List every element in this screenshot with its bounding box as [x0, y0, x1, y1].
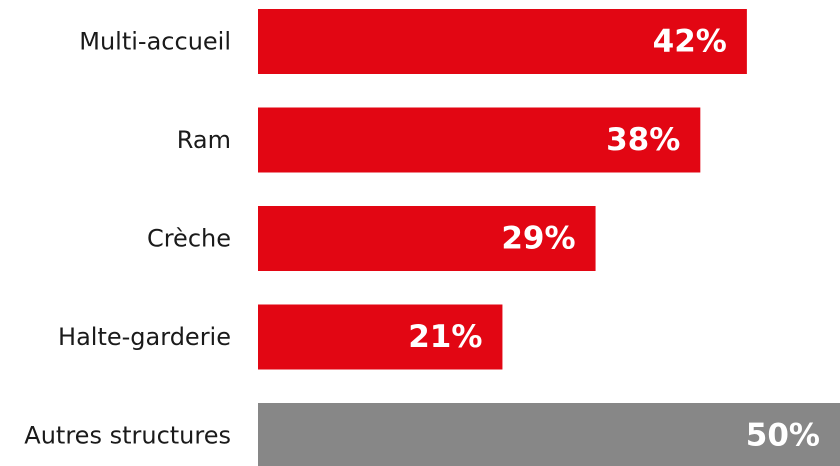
category-label: Halte-garderie: [58, 323, 231, 351]
category-label: Multi-accueil: [79, 28, 231, 56]
bar-0: [258, 9, 747, 74]
value-label: 38%: [606, 122, 680, 158]
bar-1: [258, 107, 701, 173]
value-label: 50%: [746, 418, 820, 454]
bar-4: [258, 403, 840, 466]
category-label: Autres structures: [24, 422, 231, 450]
value-label: 42%: [653, 24, 727, 60]
value-label: 21%: [408, 319, 482, 355]
category-label: Crèche: [147, 225, 231, 253]
bars-group: Multi-accueil 42% Ram 38% Crèche 29% Halte-gar…: [24, 9, 840, 466]
bar-2: [258, 206, 596, 271]
value-label: 29%: [501, 221, 575, 257]
bar-3: [258, 304, 503, 370]
category-label: Ram: [177, 126, 231, 154]
